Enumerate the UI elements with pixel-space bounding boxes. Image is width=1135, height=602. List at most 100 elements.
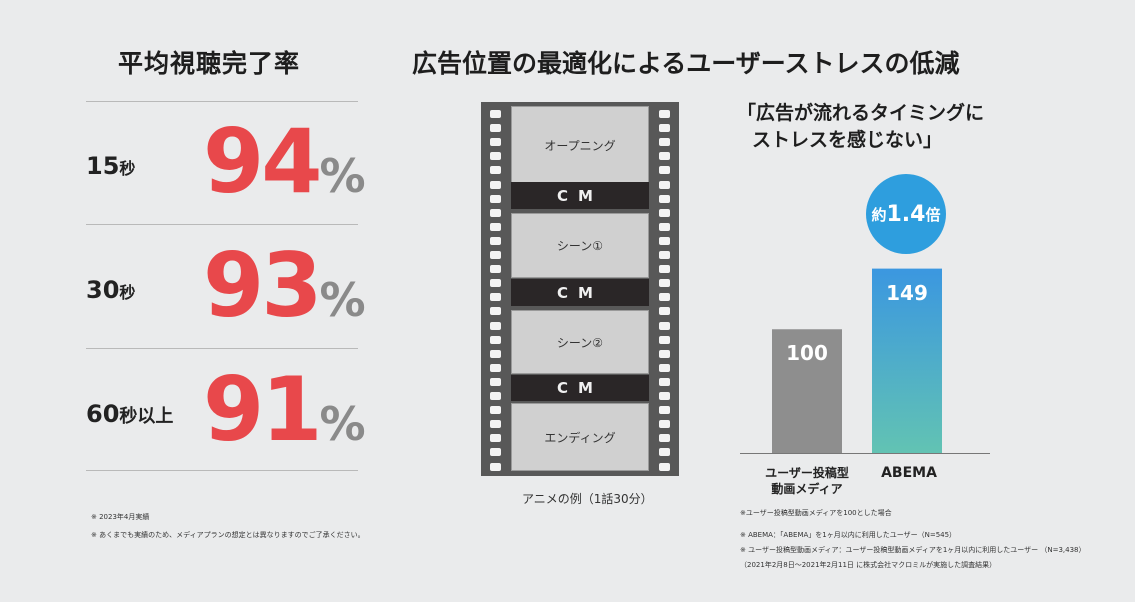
- chart-note: ※ ユーザー投稿型動画メディア：ユーザー投稿型動画メディアを1ヶ月以内に利用した…: [740, 546, 1086, 554]
- film-sprocket-hole: [659, 279, 670, 288]
- film-sprocket-hole: [490, 377, 501, 386]
- bar-user-posted-media: [772, 329, 842, 453]
- bar-value-label: 100: [786, 341, 828, 366]
- film-sprocket-hole: [659, 251, 670, 259]
- row-label-number: 60: [86, 400, 120, 428]
- film-sprocket-hole: [659, 265, 670, 274]
- film-sprocket-hole: [490, 180, 501, 189]
- film-sprocket-hole: [659, 307, 670, 316]
- percent-sign: %: [319, 397, 366, 451]
- bar-value-label: 149: [886, 280, 928, 305]
- x-tick-abema: ABEMA: [881, 465, 937, 481]
- film-frame-cm: CM: [511, 375, 649, 401]
- row-label-30s: 30秒: [86, 276, 135, 304]
- film-sprocket-hole: [490, 124, 501, 133]
- film-sprocket-hole: [659, 124, 670, 133]
- film-sprocket-hole: [490, 349, 501, 358]
- divider: [86, 224, 358, 225]
- stress-reduction-title: 広告位置の最適化によるユーザーストレスの低減: [412, 49, 960, 78]
- rate-number: 93: [203, 234, 322, 337]
- film-sprocket-hole: [659, 152, 670, 161]
- ratio-badge: 約 1.4 倍: [866, 174, 946, 254]
- film-sprocket-hole: [659, 208, 670, 217]
- note-line: ※ あくまでも実績のため、メディアプランの想定とは異なりますのでご了承ください。: [91, 531, 365, 539]
- row-label-15s: 15秒: [86, 152, 135, 180]
- film-sprocket-hole: [490, 307, 501, 316]
- chart-quote-line-1: 「広告が流れるタイミングに: [737, 102, 985, 124]
- chart-note: ※ユーザー投稿型動画メディアを100とした場合: [740, 509, 892, 517]
- completion-rate-title: 平均視聴完了率: [118, 49, 301, 78]
- film-sprocket-hole: [490, 194, 501, 203]
- film-sprocket-hole: [659, 166, 670, 175]
- film-sprocket-hole: [490, 265, 501, 274]
- film-sprocket-hole: [490, 208, 501, 217]
- film-frame-opening: オープニング: [511, 106, 649, 184]
- film-sprocket-hole: [490, 434, 501, 443]
- rate-number: 91: [203, 358, 322, 461]
- film-sprocket-hole: [490, 279, 501, 288]
- film-sprocket-hole: [490, 420, 501, 429]
- chart-note: ※ ABEMA：「ABEMA」を1ヶ月以内に利用したユーザー（N=545）: [740, 531, 957, 539]
- film-sprocket-hole: [659, 377, 670, 386]
- note-line: ※ 2023年4月実績: [91, 513, 150, 521]
- bar-abema: [872, 268, 942, 453]
- film-sprocket-hole: [659, 293, 670, 302]
- film-sprocket-hole: [490, 293, 501, 302]
- film-sprocket-hole: [659, 420, 670, 429]
- divider: [86, 348, 358, 349]
- film-sprocket-hole: [490, 152, 501, 161]
- x-tick-line: ユーザー投稿型: [765, 466, 849, 480]
- percent-sign: %: [319, 149, 366, 203]
- film-frame-cm: CM: [511, 279, 649, 306]
- film-sprocket-hole: [490, 321, 501, 330]
- row-label-unit: 秒: [119, 283, 136, 302]
- film-sprocket-hole: [490, 406, 501, 415]
- divider: [86, 101, 358, 102]
- row-label-unit: 秒以上: [119, 406, 174, 427]
- film-frame-cm: CM: [511, 182, 649, 209]
- film-sprocket-hole: [659, 138, 670, 147]
- film-sprocket-hole: [490, 363, 501, 372]
- bar-chart: [740, 268, 990, 454]
- divider: [86, 470, 358, 471]
- rate-value-30s: 93%: [203, 242, 366, 330]
- film-sprocket-hole: [659, 321, 670, 330]
- film-sprocket-hole: [659, 110, 670, 118]
- film-frame-ending: エンディング: [511, 403, 649, 471]
- film-sprocket-hole: [490, 110, 501, 118]
- film-sprocket-hole: [659, 222, 670, 231]
- film-sprocket-hole: [490, 448, 501, 457]
- film-frame-scene-1: シーン①: [511, 213, 649, 278]
- film-sprocket-hole: [490, 335, 501, 344]
- row-label-number: 15: [86, 152, 120, 180]
- film-strip: オープニング CM シーン① CM シーン② CM エンディング: [481, 102, 679, 476]
- film-sprocket-hole: [659, 462, 670, 471]
- film-sprocket-hole: [490, 236, 501, 245]
- film-sprocket-hole: [659, 236, 670, 245]
- rate-value-60s: 91%: [203, 366, 366, 454]
- chart-quote-line-2: ストレスを感じない」: [752, 129, 943, 151]
- badge-value: 1.4: [886, 201, 926, 227]
- film-sprocket-hole: [490, 251, 501, 259]
- film-sprocket-hole: [659, 349, 670, 358]
- x-tick-user-posted-media: ユーザー投稿型 動画メディア: [764, 465, 850, 497]
- row-label-number: 30: [86, 276, 120, 304]
- rate-number: 94: [203, 110, 322, 213]
- film-frame-scene-2: シーン②: [511, 310, 649, 374]
- film-sprocket-hole: [659, 406, 670, 415]
- film-caption: アニメの例（1話30分）: [522, 492, 653, 506]
- film-sprocket-hole: [659, 392, 670, 400]
- film-sprocket-hole: [659, 448, 670, 457]
- film-sprocket-hole: [490, 462, 501, 471]
- row-label-60s: 60秒以上: [86, 400, 173, 428]
- film-sprocket-hole: [659, 194, 670, 203]
- film-sprocket-hole: [490, 138, 501, 147]
- film-sprocket-hole: [659, 434, 670, 443]
- film-sprocket-hole: [659, 335, 670, 344]
- film-sprocket-hole: [490, 222, 501, 231]
- film-sprocket-hole: [490, 392, 501, 400]
- percent-sign: %: [319, 273, 366, 327]
- film-sprocket-hole: [490, 166, 501, 175]
- badge-suffix: 倍: [925, 205, 941, 224]
- row-label-unit: 秒: [119, 159, 136, 178]
